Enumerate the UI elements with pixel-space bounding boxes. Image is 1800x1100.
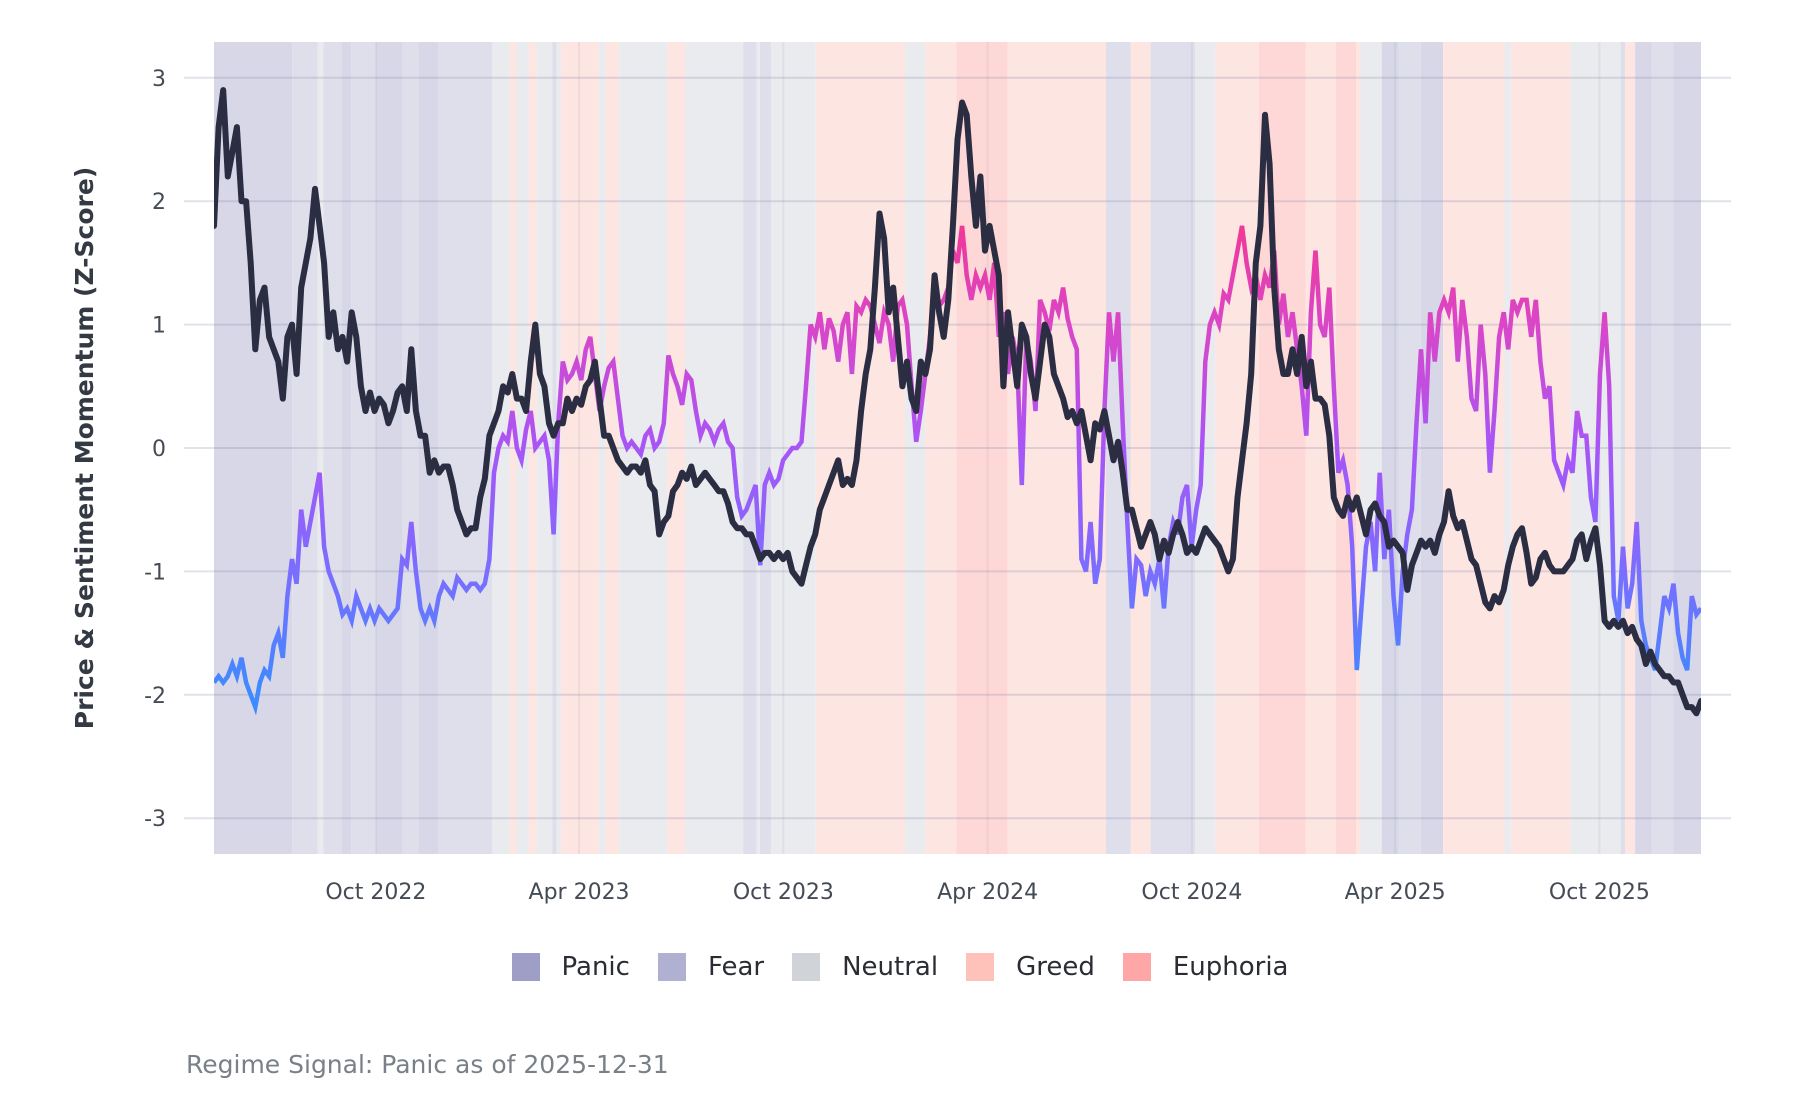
x-tick-label: Oct 2024 bbox=[1141, 880, 1242, 905]
regime-band-greed bbox=[1215, 42, 1259, 854]
regime-band-fear bbox=[323, 42, 342, 854]
x-tick-label: Oct 2022 bbox=[325, 880, 426, 905]
regime-band-fear bbox=[1150, 42, 1196, 854]
legend-label-neutral: Neutral bbox=[842, 952, 939, 982]
legend-label-panic: Panic bbox=[561, 952, 630, 982]
regime-band-fear bbox=[1620, 42, 1626, 854]
regime-band-fear bbox=[552, 42, 557, 854]
regime-band-panic bbox=[375, 42, 403, 854]
y-axis-ticks: 3 2 1 0 -1 -2 -3 bbox=[144, 67, 166, 832]
regime-band-greed bbox=[1356, 42, 1361, 854]
regime-band-greed bbox=[1130, 42, 1151, 854]
regime-band-euphoria bbox=[1258, 42, 1306, 854]
regime-band-greed bbox=[509, 42, 517, 854]
legend-label-euphoria: Euphoria bbox=[1172, 952, 1289, 982]
legend-label-fear: Fear bbox=[707, 952, 765, 982]
gridlines bbox=[184, 42, 1731, 854]
regime-band-greed bbox=[1625, 42, 1636, 854]
y-tick-label: 0 bbox=[152, 437, 166, 462]
y-tick-label: 3 bbox=[152, 67, 166, 92]
legend-swatch-fear bbox=[657, 953, 686, 981]
legend-item-euphoria[interactable]: Euphoria bbox=[1122, 952, 1289, 982]
regime-band-panic bbox=[341, 42, 352, 854]
regime-band-fear bbox=[351, 42, 376, 854]
x-tick-label: Apr 2024 bbox=[937, 880, 1038, 905]
y-tick-label: 2 bbox=[152, 190, 166, 215]
legend-swatch-neutral bbox=[792, 953, 821, 981]
legend-swatch-greed bbox=[966, 953, 995, 981]
regime-band-fear bbox=[743, 42, 757, 854]
legend-item-panic[interactable]: Panic bbox=[511, 952, 630, 982]
regime-band-panic bbox=[1381, 42, 1399, 854]
regime-band-neutral bbox=[1195, 42, 1216, 854]
y-tick-label: 1 bbox=[152, 314, 166, 339]
y-tick-label: -1 bbox=[144, 560, 166, 585]
regime-band-greed bbox=[1511, 42, 1571, 854]
regime-band-neutral bbox=[599, 42, 606, 854]
regime-band-neutral bbox=[905, 42, 926, 854]
regime-band-neutral bbox=[1504, 42, 1512, 854]
y-axis-title: Price & Sentiment Momentum (Z-Score) bbox=[70, 167, 99, 730]
legend-item-greed[interactable]: Greed bbox=[966, 952, 1095, 982]
regime-band-panic bbox=[1673, 42, 1701, 854]
regime-band-fear bbox=[1398, 42, 1421, 854]
legend-item-neutral[interactable]: Neutral bbox=[792, 952, 938, 982]
regime-band-neutral bbox=[491, 42, 510, 854]
regime-band-neutral bbox=[756, 42, 760, 854]
x-tick-label: Oct 2025 bbox=[1549, 880, 1650, 905]
regime-band-fear bbox=[438, 42, 492, 854]
regime-band-greed bbox=[925, 42, 957, 854]
legend: Panic Fear Neutral Greed Euphoria bbox=[0, 952, 1800, 982]
x-axis-ticks: Oct 2022 Apr 2023 Oct 2023 Apr 2024 Oct 2024… bbox=[325, 880, 1650, 905]
regime-band-fear bbox=[402, 42, 419, 854]
regime-band-fear bbox=[292, 42, 318, 854]
legend-swatch-euphoria bbox=[1122, 953, 1151, 981]
price-momentum-line bbox=[214, 87, 1701, 717]
regime-band-greed bbox=[667, 42, 686, 854]
x-tick-label: Oct 2023 bbox=[733, 880, 834, 905]
regime-band-greed bbox=[561, 42, 600, 854]
legend-swatch-panic bbox=[511, 953, 540, 981]
regime-band-neutral bbox=[317, 42, 324, 854]
regime-signal-caption: Regime Signal: Panic as of 2025-12-31 bbox=[186, 1050, 669, 1079]
regime-band-neutral bbox=[1360, 42, 1382, 854]
regime-band-greed bbox=[528, 42, 537, 854]
y-tick-label: -3 bbox=[144, 807, 166, 832]
sentiment-momentum-line bbox=[214, 225, 1701, 716]
legend-item-fear[interactable]: Fear bbox=[657, 952, 765, 982]
regime-band-panic bbox=[1420, 42, 1444, 854]
series-lines bbox=[214, 87, 1701, 717]
regime-band-greed bbox=[1443, 42, 1505, 854]
legend-label-greed: Greed bbox=[1016, 952, 1095, 982]
x-tick-label: Apr 2025 bbox=[1345, 880, 1446, 905]
y-tick-label: -2 bbox=[144, 684, 166, 709]
x-tick-label: Apr 2023 bbox=[529, 880, 630, 905]
regime-band-euphoria bbox=[1335, 42, 1357, 854]
regime-band-fear bbox=[759, 42, 772, 854]
